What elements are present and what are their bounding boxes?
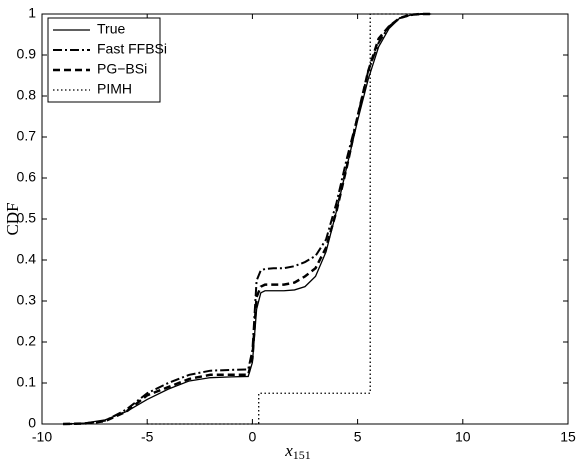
y-tick-label: 0.2 [17,333,37,349]
y-tick-label: 0.3 [17,292,37,308]
legend-label: PIMH [97,81,132,97]
x-tick-label: 10 [455,429,471,445]
x-axis-label-main: x [284,441,293,460]
y-tick-label: 0.8 [17,87,37,103]
x-tick-label: -5 [141,429,154,445]
y-tick-label: 0 [28,415,36,431]
legend-label: Fast FFBSi [97,41,167,57]
series-line [63,13,432,425]
series-line [63,12,432,426]
y-tick-label: 0.1 [17,374,37,390]
y-tick-label: 0.7 [17,128,37,144]
y-tick-label: 0.5 [17,210,37,226]
legend-box [47,17,161,103]
y-tick-label: 1 [28,5,36,21]
x-tick-label: 5 [354,429,362,445]
y-tick-label: 0.4 [17,251,37,267]
x-axis-label-subscript: 151 [293,448,311,462]
legend-label: True [97,21,125,37]
x-tick-label: -10 [32,429,52,445]
y-axis-label: CDF [3,202,22,235]
y-tick-label: 0.6 [17,169,37,185]
y-tick-label: 0.9 [17,46,37,62]
x-tick-label: 0 [249,429,257,445]
series-line [147,13,432,425]
x-axis-label: x151 [284,441,311,462]
series-line [63,13,432,425]
legend-label: PG−BSi [97,61,147,77]
x-tick-label: 15 [560,429,576,445]
